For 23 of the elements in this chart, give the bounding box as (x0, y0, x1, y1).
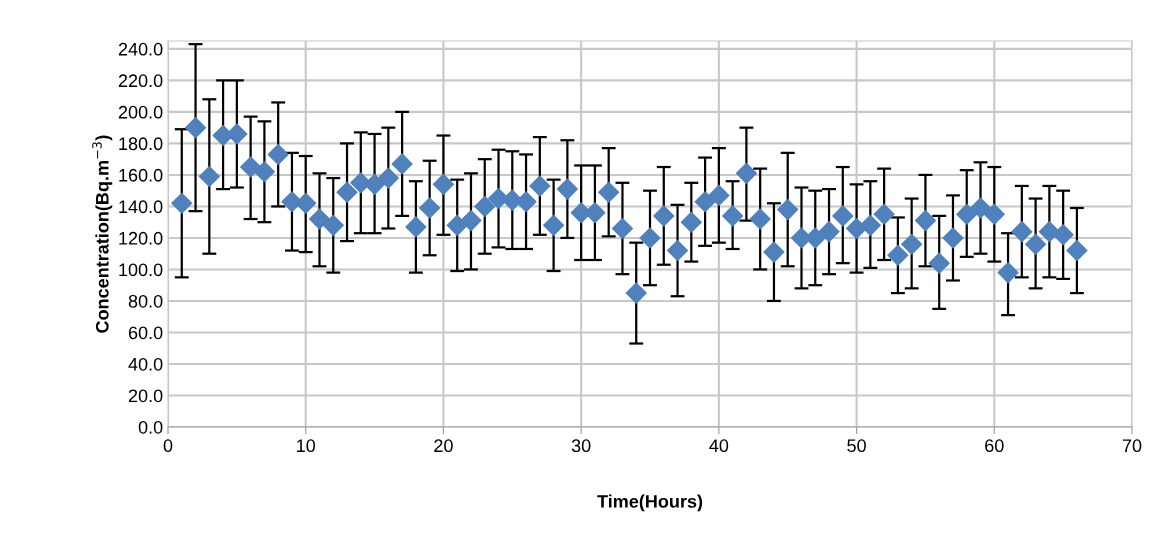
y-tick-label: 40.0 (128, 357, 163, 371)
y-tick-label: 200.0 (118, 105, 163, 119)
x-axis-title: Time(Hours) (597, 494, 703, 512)
y-tick-label: 0.0 (138, 420, 163, 434)
x-tick-label: 60 (985, 439, 1004, 453)
y-tick-label: 60.0 (128, 326, 163, 340)
y-tick-label: 20.0 (128, 389, 163, 403)
x-tick-label: 70 (1122, 439, 1142, 453)
y-tick-label: 120.0 (119, 231, 163, 245)
y-tick-label: 240.0 (118, 42, 163, 56)
y-tick-label: 180.0 (119, 137, 163, 151)
x-tick-label: 30 (571, 439, 591, 453)
x-tick-label: 20 (434, 439, 453, 453)
x-tick-label: 10 (297, 439, 316, 453)
x-tick-label: 50 (847, 439, 866, 453)
y-tick-label: 100.0 (119, 263, 163, 277)
y-tick-label: 140.0 (119, 200, 163, 214)
y-axis-title: Concentration(Bq.m$^{−3}$) (92, 135, 113, 333)
x-tick-label: 0 (163, 439, 173, 453)
y-tick-label: 80.0 (128, 294, 163, 308)
y-tick-label: 220.0 (118, 74, 163, 88)
y-tick-label: 160.0 (119, 168, 163, 182)
x-tick-label: 40 (709, 439, 729, 453)
